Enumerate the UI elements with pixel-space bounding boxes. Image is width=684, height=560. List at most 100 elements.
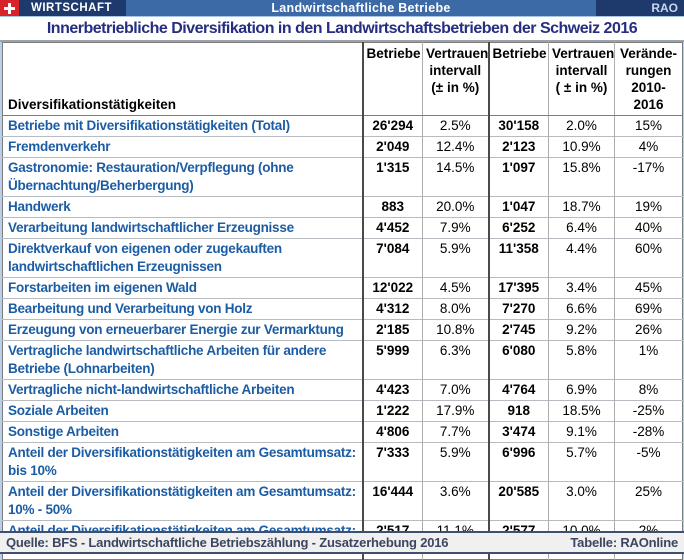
betriebe-2010-value: 1'315: [361, 157, 423, 197]
betriebe-2010-value: 7'333: [361, 442, 423, 482]
change-2010-2016-value: 4%: [614, 136, 683, 158]
ci-2010-value: 7.9%: [422, 217, 489, 239]
betriebe-2010-value: 7'084: [361, 238, 423, 278]
table-row: Vertragliche nicht-landwirtschaftliche A…: [2, 379, 683, 401]
betriebe-2016-value: 6'996: [487, 442, 549, 482]
ci-2016-value: 5.7%: [548, 442, 615, 482]
table-row: Anteil der Diversifikationstätigkeiten a…: [2, 442, 683, 482]
col-header-veraenderungen: Verände- rungen 2010-2016: [614, 42, 683, 116]
change-2010-2016-value: 40%: [614, 217, 683, 239]
activity-label: Erzeugung von erneuerbarer Energie zur V…: [2, 319, 363, 341]
table-row: Fremdenverkehr 2'049 12.4% 2'123 10.9% 4…: [2, 136, 683, 158]
ci-2016-value: 5.8%: [548, 340, 615, 380]
change-2010-2016-value: -17%: [614, 157, 683, 197]
betriebe-2010-value: 16'444: [361, 481, 423, 521]
col-header-betriebe-2010: Betriebe: [361, 42, 423, 116]
activity-label: Anteil der Diversifikationstätigkeiten a…: [2, 481, 363, 521]
activity-label: Direktverkauf von eigenen oder zugekauft…: [2, 238, 363, 278]
activity-label: Betriebe mit Diversifikationstätigkeiten…: [8, 118, 290, 133]
change-2010-2016-value: 8%: [614, 379, 683, 401]
ci-2010-value: 7.7%: [422, 421, 489, 443]
ci-2010-value: 6.3%: [422, 340, 489, 380]
betriebe-2010-value: 1'222: [361, 400, 423, 422]
ci-2010-value: 10.8%: [422, 319, 489, 341]
activity-label: Bearbeitung und Verarbeitung von Holz: [2, 298, 363, 320]
ci-2010-value: 4.5%: [422, 277, 489, 299]
change-2010-2016-value: -5%: [614, 442, 683, 482]
diversification-table: Diversifikationstätigkeiten Betriebe Ver…: [2, 42, 683, 560]
betriebe-2016-value: 30'158: [487, 115, 549, 137]
table-wrapper: Diversifikationstätigkeiten Betriebe Ver…: [2, 42, 683, 560]
ci-2010-value: 7.0%: [422, 379, 489, 401]
ci-2016-value: 18.7%: [548, 196, 615, 218]
table-row: Verarbeitung landwirtschaftlicher Erzeug…: [2, 217, 683, 239]
activity-label: Verarbeitung landwirtschaftlicher Erzeug…: [2, 217, 363, 239]
ci-2016-value: 9.1%: [548, 421, 615, 443]
betriebe-2016-value: 20'585: [487, 481, 549, 521]
col-header-betriebe-2016: Betriebe: [487, 42, 549, 116]
ci-2016-value: 2.0%: [548, 115, 615, 137]
ci-2016-value: 4.4%: [548, 238, 615, 278]
table-row: Soziale Arbeiten 1'222 17.9% 918 18.5% -…: [2, 400, 683, 422]
ci-2010-value: 3.6%: [422, 481, 489, 521]
betriebe-2010-value: 5'999: [361, 340, 423, 380]
ci-2010-value: 20.0%: [422, 196, 489, 218]
table-row: Direktverkauf von eigenen oder zugekauft…: [2, 238, 683, 278]
ci-2010-value: 5.9%: [422, 238, 489, 278]
change-2010-2016-value: 26%: [614, 319, 683, 341]
change-2010-2016-value: 69%: [614, 298, 683, 320]
col-header-vertrauensintervall-2010: Vertrauens- intervall (± in %): [422, 42, 489, 116]
activity-label: Vertragliche landwirtschaftliche Arbeite…: [2, 340, 363, 380]
ci-2016-value: 6.4%: [548, 217, 615, 239]
table-header-row: Diversifikationstätigkeiten Betriebe Ver…: [2, 42, 683, 116]
change-2010-2016-value: -25%: [614, 400, 683, 422]
betriebe-2016-value: 3'474: [487, 421, 549, 443]
table-row: Handwerk 883 20.0% 1'047 18.7% 19%: [2, 196, 683, 218]
betriebe-2010-value: 2'185: [361, 319, 423, 341]
topbar-section-title: Landwirtschaftliche Betriebe: [126, 0, 596, 16]
activity-label: Forstarbeiten im eigenen Wald: [2, 277, 363, 299]
betriebe-2010-value: 12'022: [361, 277, 423, 299]
betriebe-2016-value: 1'097: [487, 157, 549, 197]
change-2010-2016-value: 1%: [614, 340, 683, 380]
activity-label: Vertragliche nicht-landwirtschaftliche A…: [2, 379, 363, 401]
table-row: Anteil der Diversifikationstätigkeiten a…: [2, 481, 683, 521]
ci-2010-value: 5.9%: [422, 442, 489, 482]
betriebe-2016-value: 6'080: [487, 340, 549, 380]
activity-label: Fremdenverkehr: [2, 136, 363, 158]
betriebe-2016-value: 4'764: [487, 379, 549, 401]
col-header-diversifikationstaetigkeiten: Diversifikationstätigkeiten: [2, 42, 363, 116]
ci-2010-value: 17.9%: [422, 400, 489, 422]
ci-2016-value: 10.9%: [548, 136, 615, 158]
betriebe-2010-value: 4'423: [361, 379, 423, 401]
betriebe-2016-value: 6'252: [487, 217, 549, 239]
ci-2016-value: 6.9%: [548, 379, 615, 401]
top-bar: WIRTSCHAFT Landwirtschaftliche Betriebe …: [0, 0, 684, 16]
credit-label: Tabelle: RAOnline: [570, 535, 678, 550]
activity-label: Anteil der Diversifikationstätigkeiten a…: [2, 442, 363, 482]
betriebe-2010-value: 4'806: [361, 421, 423, 443]
page-title: Innerbetriebliche Diversifikation in den…: [46, 19, 638, 37]
brand-label: WIRTSCHAFT: [19, 0, 127, 16]
change-2010-2016-value: 19%: [614, 196, 683, 218]
betriebe-2016-value: 11'358: [487, 238, 549, 278]
table-row: Vertragliche landwirtschaftliche Arbeite…: [2, 340, 683, 380]
betriebe-2010-value: 26'294: [361, 115, 423, 137]
table-body: Betriebe mit Diversifikationstätigkeiten…: [2, 115, 683, 560]
betriebe-2016-value: 17'395: [487, 277, 549, 299]
betriebe-2016-value: 2'745: [487, 319, 549, 341]
ci-2016-value: 15.8%: [548, 157, 615, 197]
change-2010-2016-value: 25%: [614, 481, 683, 521]
title-bar: Innerbetriebliche Diversifikation in den…: [0, 16, 684, 42]
table-row: Erzeugung von erneuerbarer Energie zur V…: [2, 319, 683, 341]
betriebe-2016-value: 1'047: [487, 196, 549, 218]
change-2010-2016-value: 15%: [614, 115, 683, 137]
table-row: Gastronomie: Restauration/Verpflegung (o…: [2, 157, 683, 197]
ci-2016-value: 18.5%: [548, 400, 615, 422]
footer-bar: Quelle: BFS - Landwirtschaftliche Betrie…: [0, 531, 684, 554]
col-header-vertrauensintervall-2016: Vertrauens- intervall ( ± in %): [548, 42, 615, 116]
betriebe-2010-value: 2'049: [361, 136, 423, 158]
table-row: Sonstige Arbeiten 4'806 7.7% 3'474 9.1% …: [2, 421, 683, 443]
activity-label: Sonstige Arbeiten: [2, 421, 363, 443]
